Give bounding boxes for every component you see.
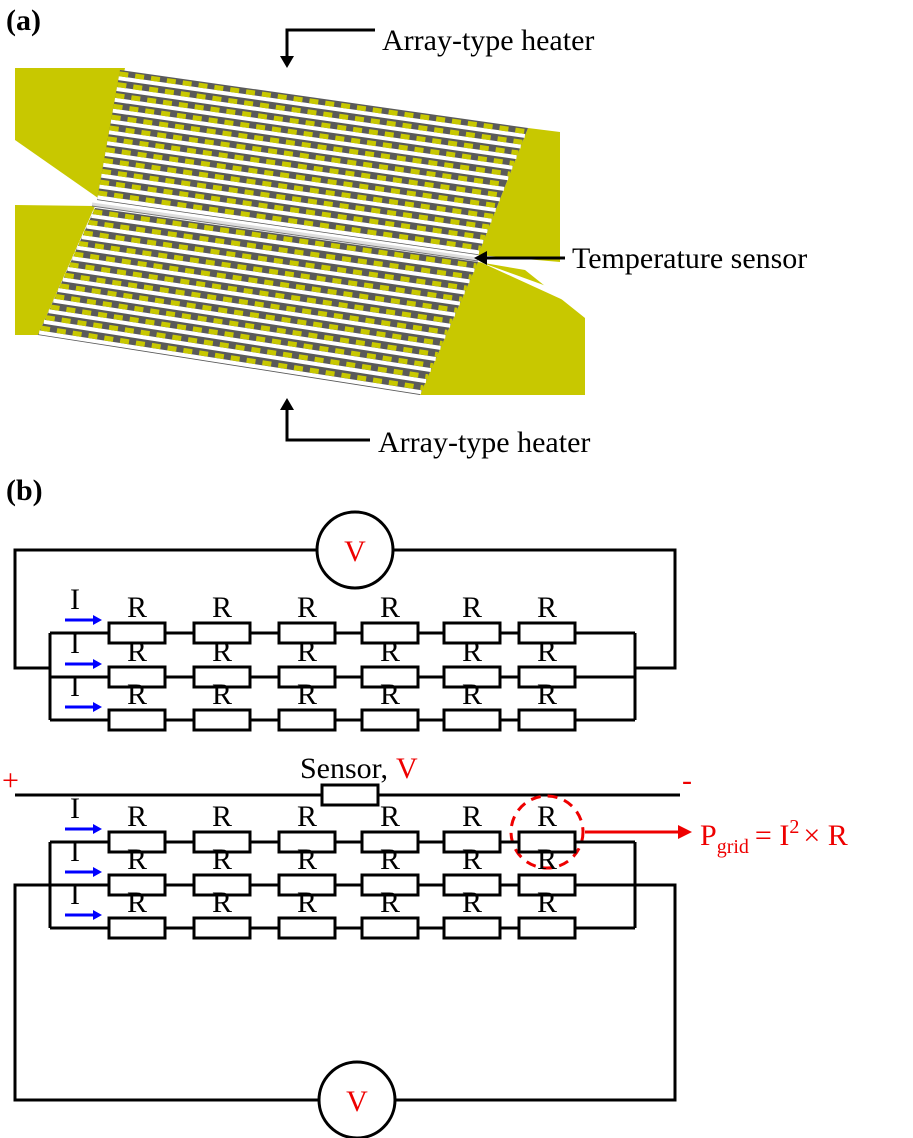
resistor-label: R: [380, 635, 400, 668]
arrow: [287, 408, 370, 440]
resistor-label: R: [297, 800, 317, 833]
resistor: [444, 710, 500, 730]
resistor-label: R: [537, 591, 557, 624]
voltmeter-label: V: [344, 535, 366, 568]
panel-a-label: (a): [6, 4, 41, 37]
resistor-label: R: [380, 886, 400, 919]
resistor-label: R: [537, 886, 557, 919]
power-equals: = I: [755, 819, 789, 852]
current-label: I: [70, 792, 80, 825]
current-arrowhead: [93, 615, 102, 625]
resistor-label: R: [462, 886, 482, 919]
resistor-label: R: [380, 591, 400, 624]
current-arrowhead: [93, 824, 102, 834]
annotation: Array-type heater: [378, 426, 590, 459]
panel-b-label: (b): [6, 474, 43, 507]
annotation: Array-type heater: [382, 24, 594, 57]
resistor-label: R: [380, 843, 400, 876]
resistor-label: R: [462, 800, 482, 833]
plus: +: [2, 764, 19, 797]
minus: -: [682, 764, 692, 797]
resistor-label: R: [537, 678, 557, 711]
current-label: I: [70, 670, 80, 703]
wire: [393, 550, 675, 668]
arrowhead: [280, 56, 294, 68]
resistor-label: R: [127, 886, 147, 919]
figure: (a) Array-type heater Temperature sensor…: [0, 0, 913, 1138]
current-label: I: [70, 627, 80, 660]
wire: [15, 550, 317, 668]
current-label: I: [70, 583, 80, 616]
arrow: [287, 30, 375, 58]
resistor-label: R: [297, 843, 317, 876]
power-formula: Pgrid = I2× R: [700, 816, 848, 858]
current-arrowhead: [93, 659, 102, 669]
resistor-label: R: [212, 635, 232, 668]
resistor: [362, 918, 418, 938]
resistor-label: R: [297, 678, 317, 711]
wire: [15, 885, 319, 1100]
resistor: [362, 710, 418, 730]
resistor: [444, 918, 500, 938]
resistor-label: R: [537, 843, 557, 876]
resistor-label: R: [212, 843, 232, 876]
resistor-label: R: [462, 843, 482, 876]
resistor: [519, 710, 575, 730]
resistor-label: R: [127, 591, 147, 624]
resistor-label: R: [380, 800, 400, 833]
current-arrowhead: [93, 910, 102, 920]
resistor: [279, 710, 335, 730]
resistor-label: R: [127, 635, 147, 668]
resistor-label: R: [212, 591, 232, 624]
wires: [15, 512, 692, 1138]
sensor-voltage: V: [396, 752, 418, 785]
resistor-label: R: [212, 886, 232, 919]
power-subscript: grid: [717, 836, 749, 858]
resistor-label: R: [537, 800, 557, 833]
power-symbol: P: [700, 819, 717, 852]
resistor-label: R: [127, 800, 147, 833]
resistor-label: R: [127, 678, 147, 711]
voltmeter-label: V: [346, 1085, 368, 1118]
sensor-resistor: [322, 785, 378, 805]
resistor: [519, 918, 575, 938]
resistor-label: R: [212, 678, 232, 711]
sensor-text: Sensor,: [300, 752, 388, 785]
resistor: [279, 918, 335, 938]
resistor-label: R: [297, 591, 317, 624]
resistor-label: R: [380, 678, 400, 711]
device-image: [15, 68, 585, 395]
resistor-label: R: [537, 635, 557, 668]
resistor-label: R: [462, 678, 482, 711]
resistor: [109, 710, 165, 730]
resistor-label: R: [297, 886, 317, 919]
current-arrowhead: [93, 867, 102, 877]
arrowhead: [678, 825, 692, 839]
resistor: [194, 710, 250, 730]
resistor-label: R: [462, 635, 482, 668]
current-label: I: [70, 878, 80, 911]
resistor-label: R: [212, 800, 232, 833]
power-rest: × R: [803, 819, 847, 852]
power-superscript: 2: [789, 816, 799, 838]
sensor-label: Sensor,V: [300, 752, 418, 785]
resistor-label: R: [462, 591, 482, 624]
arrowhead: [280, 398, 294, 410]
current-arrowhead: [93, 702, 102, 712]
resistor-label: R: [297, 635, 317, 668]
current-label: I: [70, 835, 80, 868]
resistor: [194, 918, 250, 938]
resistor: [109, 918, 165, 938]
annotation: Temperature sensor: [572, 242, 807, 275]
resistor-label: R: [127, 843, 147, 876]
